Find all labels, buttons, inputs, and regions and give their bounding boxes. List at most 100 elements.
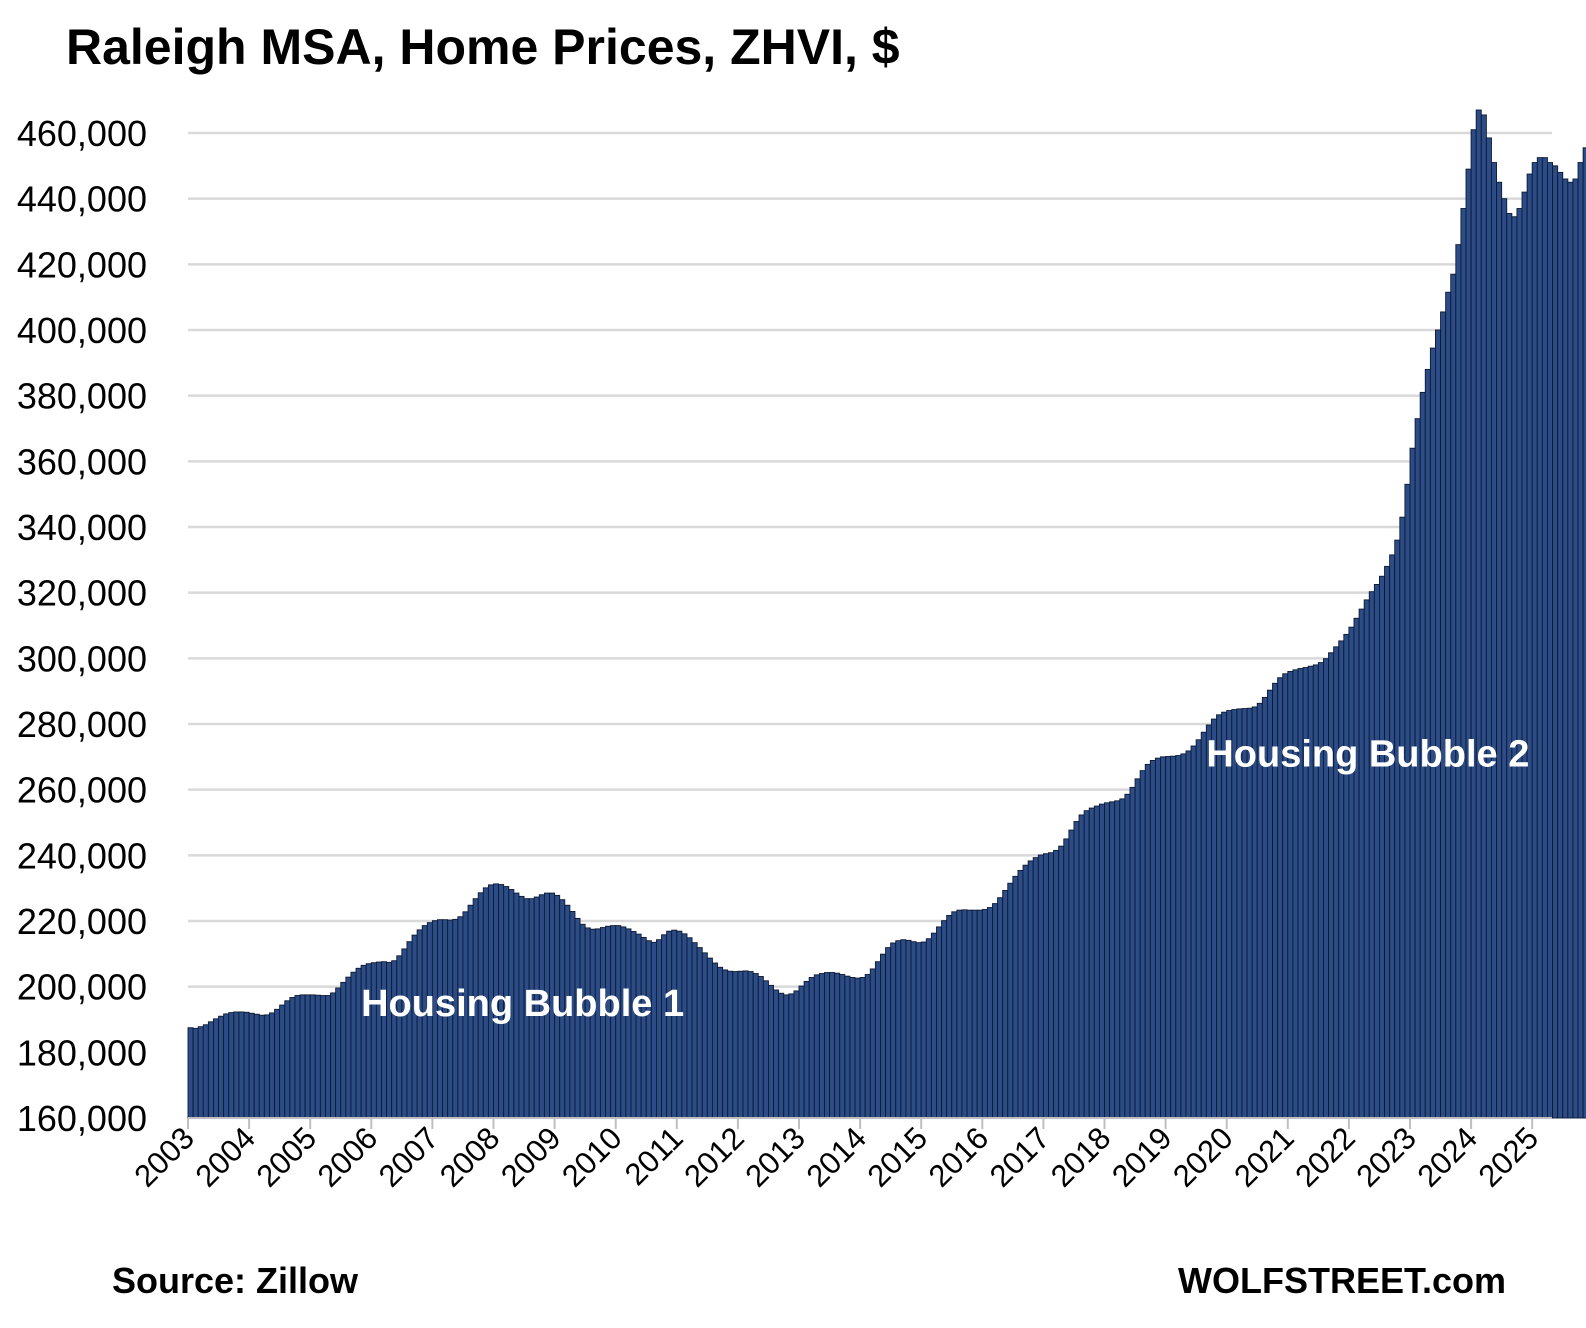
x-tick-label: 2004	[189, 1120, 263, 1194]
bar	[406, 941, 413, 1119]
bar-series	[187, 109, 1586, 1119]
bar	[915, 942, 922, 1119]
bar	[655, 939, 662, 1119]
bar	[1368, 591, 1375, 1119]
bar	[1175, 755, 1182, 1119]
bar	[1572, 178, 1579, 1119]
bar	[793, 990, 800, 1119]
x-tick-label: 2012	[677, 1120, 751, 1194]
x-axis	[187, 1117, 1552, 1129]
bar	[742, 970, 749, 1119]
bar	[798, 985, 805, 1119]
x-tick-label: 2022	[1288, 1120, 1362, 1194]
bar	[1037, 854, 1044, 1119]
y-tick-label: 400,000	[17, 310, 147, 351]
x-tick-label: 2007	[372, 1120, 446, 1194]
bar	[1373, 584, 1380, 1119]
bar	[228, 1012, 235, 1119]
x-tick-label: 2011	[618, 1120, 690, 1192]
bar	[727, 970, 734, 1119]
bar	[1149, 759, 1156, 1119]
y-tick-label: 340,000	[17, 507, 147, 548]
bar	[747, 971, 754, 1119]
y-tick-label: 280,000	[17, 704, 147, 745]
bar	[992, 903, 999, 1119]
bar	[248, 1012, 255, 1119]
x-tick-label: 2019	[1105, 1120, 1179, 1194]
bar	[844, 975, 851, 1119]
y-tick-label: 360,000	[17, 441, 147, 482]
bar	[839, 974, 846, 1119]
bar	[1552, 165, 1559, 1119]
bar	[1068, 829, 1075, 1119]
bar	[1333, 646, 1340, 1119]
y-tick-label: 180,000	[17, 1032, 147, 1073]
bar	[1501, 198, 1508, 1119]
bar	[233, 1011, 240, 1119]
bar	[910, 941, 917, 1119]
bar	[1114, 800, 1121, 1119]
bar	[253, 1013, 260, 1119]
bar	[304, 994, 311, 1119]
bar	[1104, 802, 1111, 1119]
bar	[1399, 516, 1406, 1119]
y-axis-tick-labels: 160,000 180,000 200,000 220,000 240,000 260,0…	[17, 113, 147, 1139]
bar	[1200, 731, 1207, 1119]
bar	[330, 992, 337, 1119]
bar	[1394, 539, 1401, 1119]
bar	[925, 938, 932, 1119]
bar	[187, 1027, 194, 1119]
bar	[274, 1008, 281, 1119]
bar	[788, 993, 795, 1119]
bar	[1048, 852, 1055, 1119]
x-tick-label: 2021	[1227, 1120, 1301, 1194]
bar	[808, 977, 815, 1119]
bar	[1521, 191, 1528, 1119]
y-tick-label: 200,000	[17, 967, 147, 1008]
bar	[722, 969, 729, 1119]
bar	[803, 980, 810, 1119]
bar	[1139, 770, 1146, 1119]
bar	[1109, 801, 1116, 1119]
bar	[1098, 803, 1105, 1119]
bar	[1567, 181, 1574, 1119]
bar	[818, 973, 825, 1119]
x-tick-label: 2020	[1166, 1120, 1240, 1194]
bar	[752, 973, 759, 1119]
bar	[289, 997, 296, 1119]
bar	[890, 942, 897, 1119]
bar	[1129, 786, 1136, 1119]
bar	[1536, 157, 1543, 1119]
bar	[299, 994, 306, 1119]
bar	[238, 1011, 245, 1119]
bar	[650, 941, 657, 1119]
bar	[1119, 798, 1126, 1119]
bar	[859, 977, 866, 1119]
bar	[1384, 565, 1391, 1119]
bar	[202, 1024, 209, 1119]
bar	[1042, 853, 1049, 1119]
bar	[279, 1004, 286, 1119]
bar	[986, 907, 993, 1119]
bar	[880, 953, 887, 1119]
bar	[294, 995, 301, 1119]
bar	[686, 937, 693, 1119]
bar	[401, 948, 408, 1119]
bar	[1353, 617, 1360, 1119]
bar	[1409, 447, 1416, 1119]
bar	[223, 1013, 230, 1119]
x-tick-label: 2024	[1411, 1120, 1485, 1194]
bar	[1093, 805, 1100, 1119]
bar	[218, 1015, 225, 1119]
bar	[1022, 864, 1029, 1119]
bar	[269, 1012, 276, 1119]
bar	[350, 971, 357, 1119]
bar	[966, 909, 973, 1119]
bar	[1317, 662, 1324, 1119]
y-tick-label: 240,000	[17, 835, 147, 876]
y-tick-label: 460,000	[17, 113, 147, 154]
bar	[1577, 162, 1584, 1119]
bar	[874, 961, 881, 1119]
bar	[1124, 793, 1131, 1119]
